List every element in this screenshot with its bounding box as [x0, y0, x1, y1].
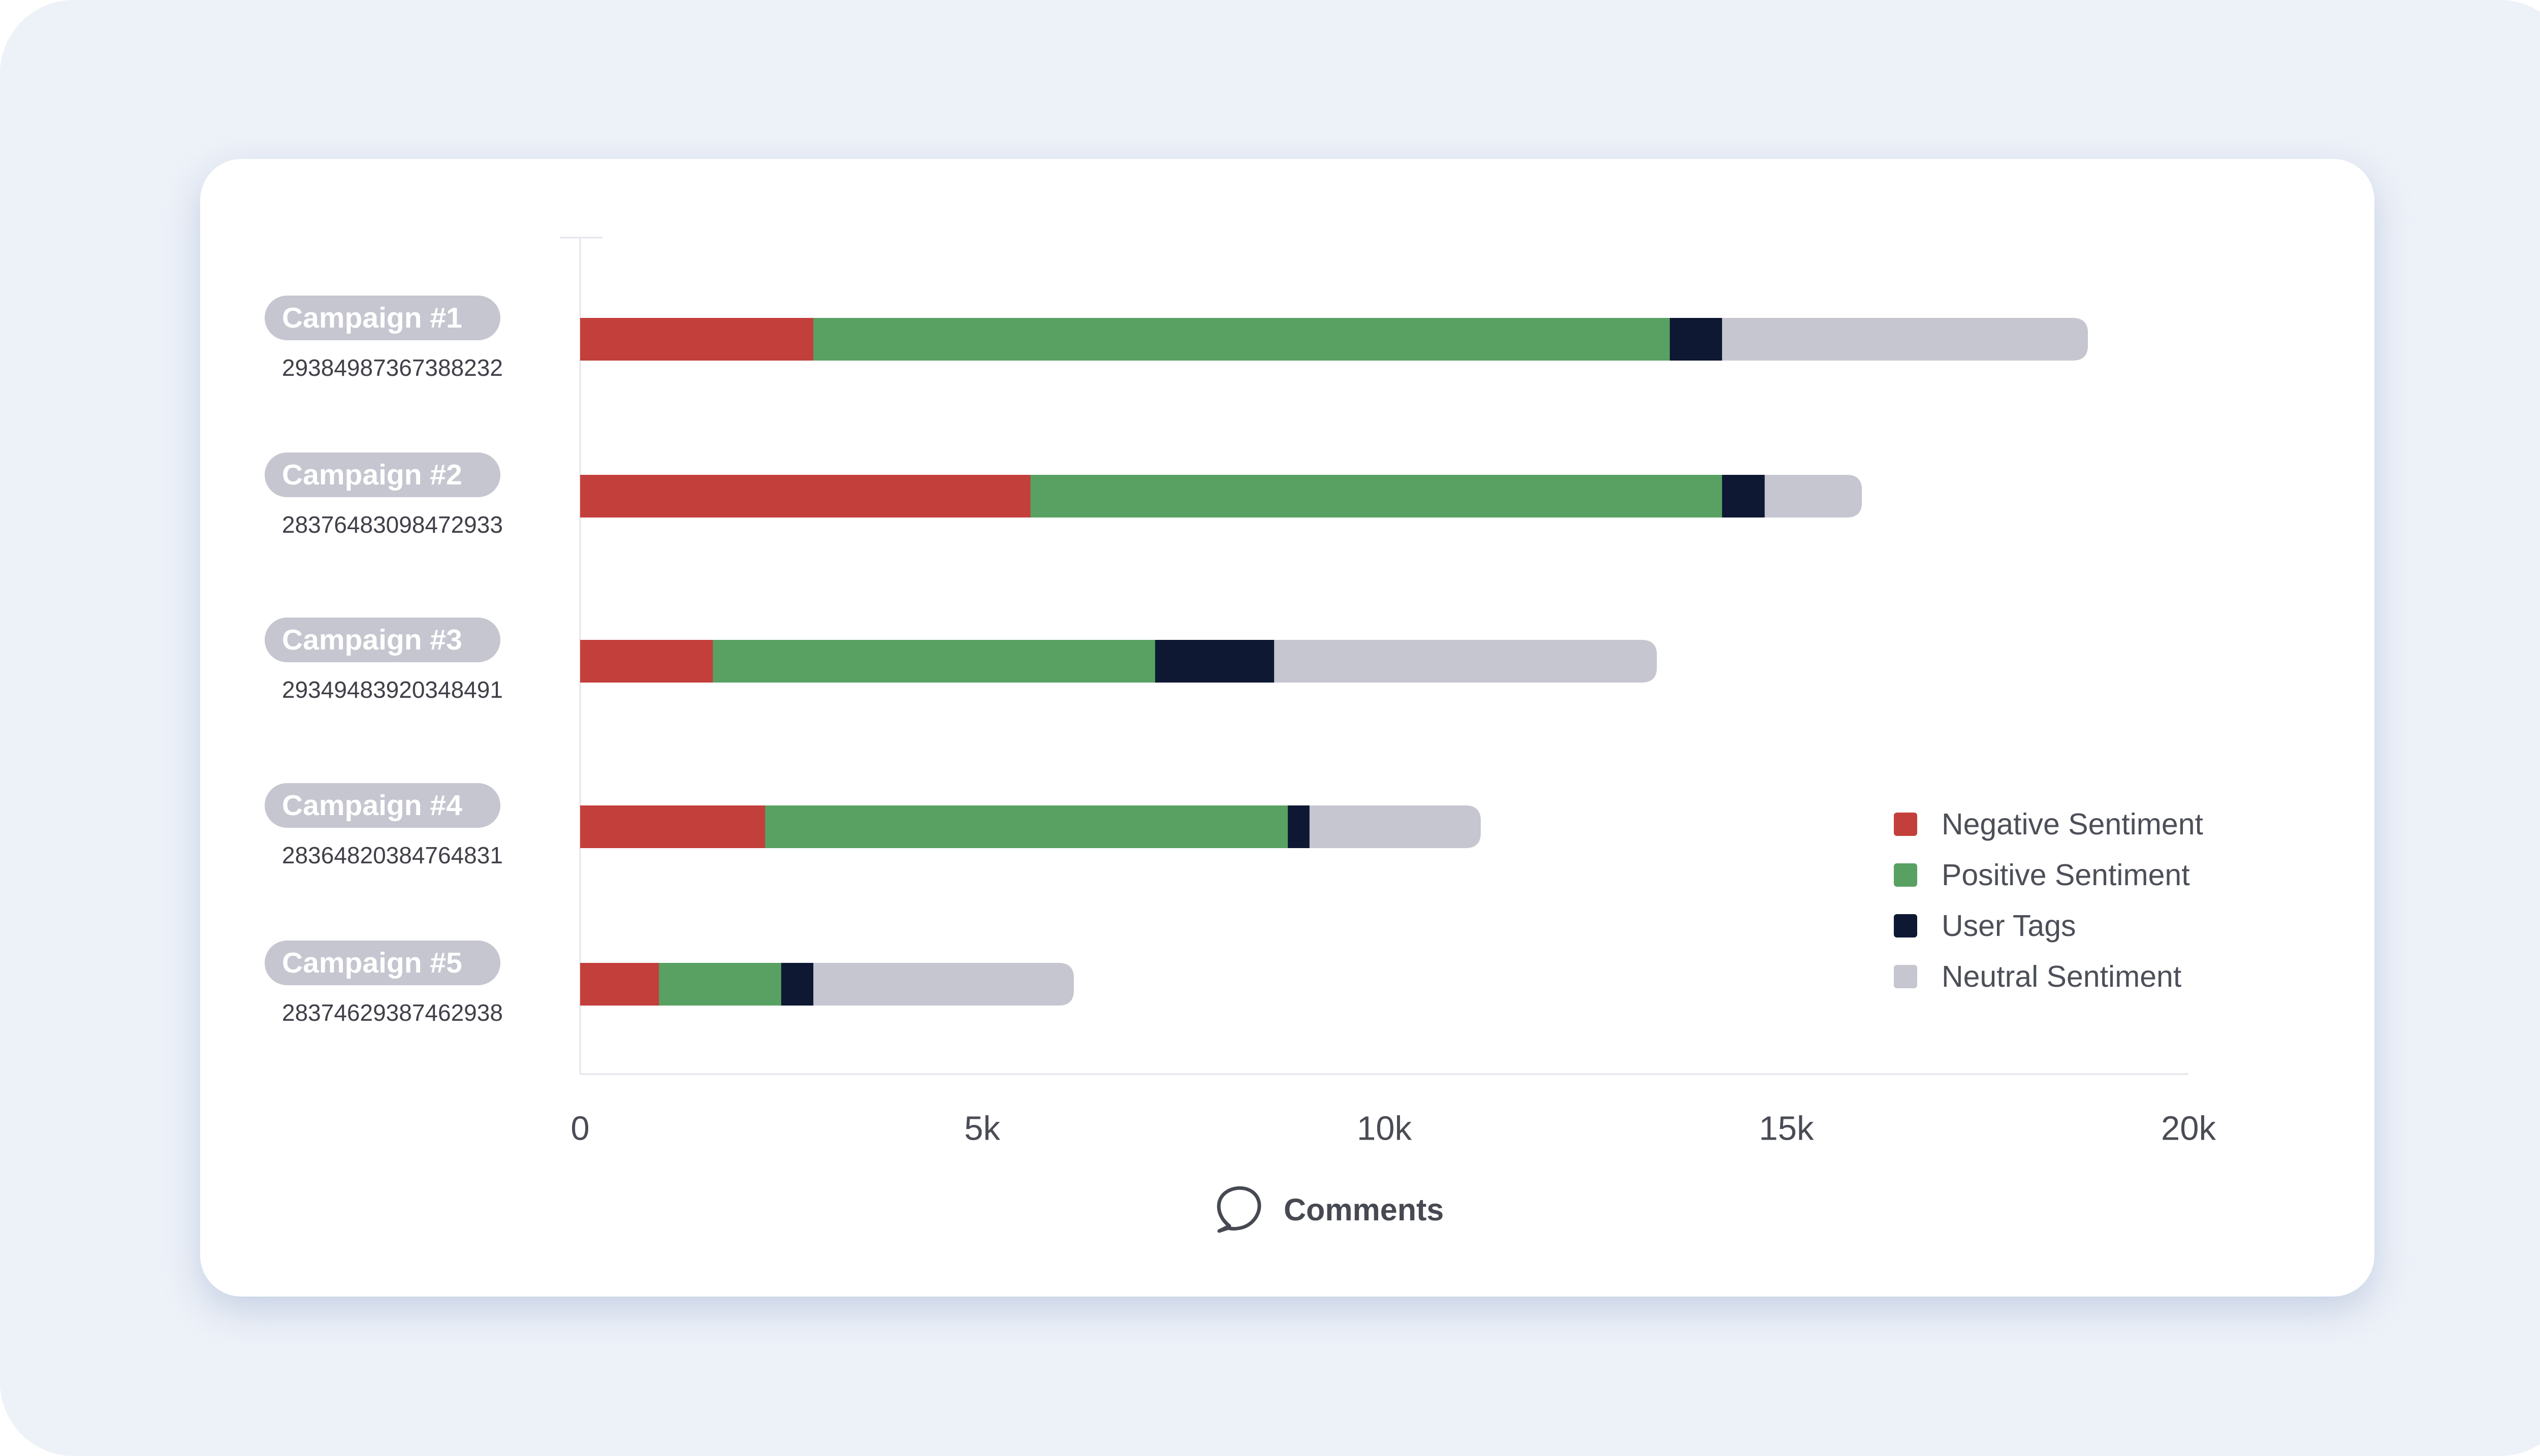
- x-tick-label: 15k: [1759, 1110, 1814, 1148]
- bar-segment-negative-sentiment: [580, 318, 814, 361]
- bar-segment-user-tags: [1288, 805, 1310, 848]
- bar-segment-positive-sentiment: [813, 318, 1670, 361]
- bar-segment-neutral-sentiment: [813, 963, 1074, 1006]
- legend-label: User Tags: [1942, 909, 2076, 943]
- campaign-pill: [265, 618, 500, 662]
- campaign-name: Campaign #2: [282, 459, 462, 491]
- speech-bubble-icon: [1217, 1186, 1261, 1233]
- campaign-id: 29384987367388232: [282, 354, 503, 381]
- bar-segment-neutral-sentiment: [1764, 475, 1862, 517]
- campaign-pill: [265, 296, 500, 340]
- campaign-label-5: Campaign #5 28374629387462938: [265, 941, 503, 1026]
- x-axis-label: Comments: [1284, 1192, 1444, 1227]
- bar-segment-neutral-sentiment: [1722, 318, 2088, 361]
- legend-swatch: [1894, 813, 1917, 836]
- bar-segment-user-tags: [1669, 318, 1723, 361]
- bar-segment-negative-sentiment: [580, 475, 1031, 517]
- legend-swatch: [1894, 863, 1917, 887]
- legend-label: Neutral Sentiment: [1942, 960, 2181, 993]
- legend: Negative Sentiment Positive Sentiment User…: [1894, 807, 2203, 993]
- campaign-name: Campaign #3: [282, 624, 462, 656]
- campaign-id: 28374629387462938: [282, 999, 503, 1026]
- bar-segment-positive-sentiment: [765, 805, 1288, 848]
- bar-segment-user-tags: [1155, 640, 1275, 683]
- bar-2: [580, 475, 1862, 517]
- bar-segment-negative-sentiment: [580, 805, 766, 848]
- legend-swatch: [1894, 965, 1917, 988]
- bar-segment-positive-sentiment: [659, 963, 782, 1006]
- bar-4: [580, 805, 1481, 848]
- campaign-id: 28376483098472933: [282, 511, 503, 538]
- campaign-label-3: Campaign #3 29349483920348491: [265, 618, 503, 703]
- category-labels: Campaign #1 29384987367388232 Campaign #2 2…: [265, 296, 503, 1026]
- legend-item-user-tags: User Tags: [1894, 909, 2076, 943]
- campaign-id: 29349483920348491: [282, 676, 503, 703]
- x-tick-label: 20k: [2161, 1110, 2216, 1148]
- x-tick-label: 10k: [1357, 1110, 1412, 1148]
- campaign-name: Campaign #5: [282, 947, 462, 979]
- bar-segment-neutral-sentiment: [1309, 805, 1481, 848]
- campaign-label-4: Campaign #4 28364820384764831: [265, 783, 503, 868]
- x-axis-title: Comments: [1217, 1186, 1444, 1233]
- campaign-label-1: Campaign #1 29384987367388232: [265, 296, 503, 381]
- campaign-pill: [265, 783, 500, 828]
- bar-segment-negative-sentiment: [580, 640, 713, 683]
- legend-item-negative-sentiment: Negative Sentiment: [1894, 807, 2203, 841]
- bar-segment-negative-sentiment: [580, 963, 659, 1006]
- bar-segment-positive-sentiment: [713, 640, 1156, 683]
- campaign-label-2: Campaign #2 28376483098472933: [265, 452, 503, 538]
- x-tick-labels: 0 5k 10k 15k 20k: [570, 1110, 2216, 1148]
- legend-swatch: [1894, 914, 1917, 937]
- campaign-id: 28364820384764831: [282, 842, 503, 868]
- x-tick-label: 0: [570, 1110, 589, 1148]
- campaign-pill: [265, 452, 500, 497]
- bar-3: [580, 640, 1657, 683]
- legend-label: Positive Sentiment: [1942, 858, 2190, 892]
- bar-segment-positive-sentiment: [1030, 475, 1723, 517]
- campaign-pill: [265, 941, 500, 985]
- legend-label: Negative Sentiment: [1942, 807, 2203, 841]
- bar-1: [580, 318, 2088, 361]
- campaign-name: Campaign #1: [282, 302, 462, 334]
- campaign-name: Campaign #4: [282, 789, 462, 822]
- legend-item-positive-sentiment: Positive Sentiment: [1894, 858, 2190, 892]
- bars: [580, 318, 2088, 1006]
- legend-item-neutral-sentiment: Neutral Sentiment: [1894, 960, 2181, 993]
- bar-segment-user-tags: [781, 963, 814, 1006]
- bar-segment-neutral-sentiment: [1274, 640, 1657, 683]
- bar-5: [580, 963, 1074, 1006]
- x-tick-label: 5k: [964, 1110, 1000, 1148]
- bar-segment-user-tags: [1722, 475, 1765, 517]
